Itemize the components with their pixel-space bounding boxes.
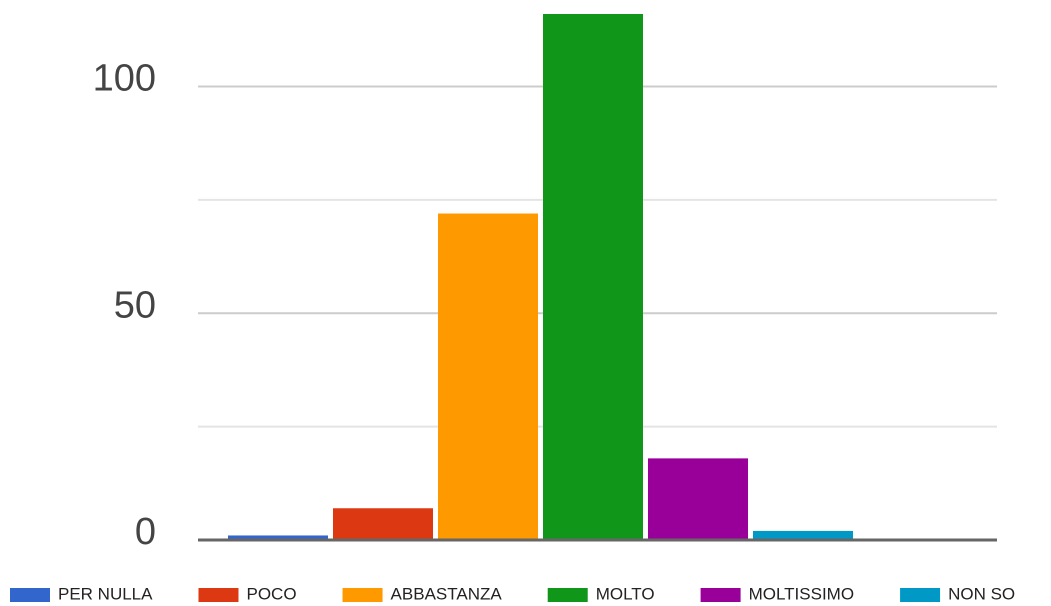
legend-swatch — [900, 588, 941, 602]
bar — [438, 213, 538, 540]
legend-swatch — [700, 588, 741, 602]
legend-swatch — [342, 588, 383, 602]
bar — [753, 530, 853, 540]
y-tick-label: 100 — [93, 58, 156, 100]
legend-label: POCO — [246, 584, 296, 603]
bar — [648, 458, 748, 540]
legend-swatch — [198, 588, 239, 602]
legend-swatch — [547, 588, 588, 602]
y-tick-label: 50 — [114, 284, 156, 326]
bar — [333, 508, 433, 540]
legend-label: NON SO — [948, 584, 1015, 603]
legend-label: PER NULLA — [58, 584, 153, 603]
y-tick-label: 0 — [135, 511, 156, 553]
legend-label: MOLTO — [596, 584, 655, 603]
bar — [228, 535, 328, 540]
legend-swatch — [10, 588, 50, 602]
legend-label: ABBASTANZA — [391, 584, 503, 603]
legend-label: MOLTISSIMO — [749, 584, 854, 603]
bar — [543, 14, 643, 540]
